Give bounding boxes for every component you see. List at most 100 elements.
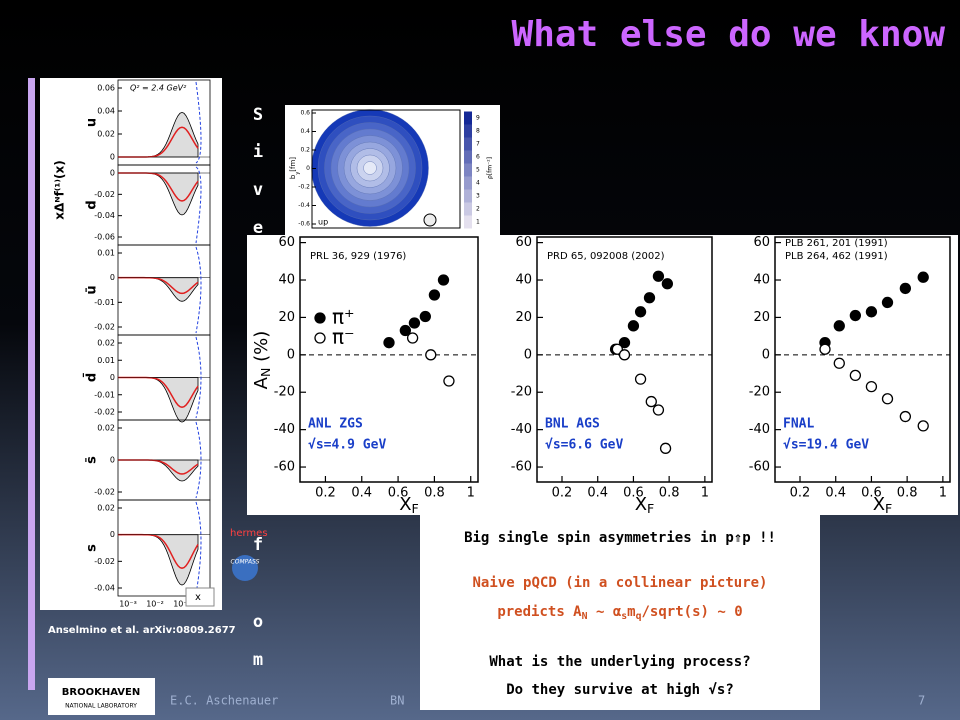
data-point <box>425 349 437 361</box>
x-label-box <box>185 587 215 607</box>
tick-label: 0.02 <box>97 339 115 348</box>
panel-label: d <box>85 200 100 209</box>
y-tick-label: 20 <box>515 310 532 325</box>
x-tick-label: 0.4 <box>587 486 608 501</box>
plot-frame <box>536 236 713 483</box>
colorbar-cell <box>464 215 472 229</box>
tick-label: 0 <box>110 373 115 382</box>
data-point <box>406 332 419 344</box>
logo-text: NATIONAL LABORATORY <box>65 703 137 710</box>
x-tick-label: 1 <box>467 486 475 501</box>
y-tick-label: -40 <box>274 422 295 437</box>
data-point <box>833 320 845 332</box>
tick-label: 0.6 <box>300 110 310 117</box>
caption: Anselmino et al. arXiv:0809.2677 <box>48 625 236 636</box>
tick-label: 0.02 <box>97 504 115 513</box>
positivity-bound <box>195 421 202 499</box>
y-tick-label: -40 <box>511 422 532 437</box>
data-point <box>618 337 631 349</box>
box-line: predicts AN ~ αsmq/sqrt(s) ~ 0 <box>497 604 742 622</box>
positivity-bound <box>195 246 202 334</box>
text-part: X <box>399 494 411 515</box>
legend-marker <box>314 332 326 344</box>
text-part: m <box>627 604 635 620</box>
data-point <box>408 317 421 329</box>
box-line: Big single spin asymmetries in p⇑p !! <box>464 530 776 546</box>
sivers-letter: S <box>253 105 263 125</box>
tick-label: 9 <box>476 115 480 122</box>
tick-label: -0.04 <box>94 584 115 593</box>
x-tick-label: 0.4 <box>825 486 846 501</box>
panel-frame <box>117 499 211 597</box>
x-tick-label: 0.8 <box>897 486 918 501</box>
panel-label: u <box>85 118 100 127</box>
tick-label: 5 <box>476 167 480 174</box>
tick-label: 0.2 <box>300 147 310 154</box>
legend-label: π⁻ <box>332 325 355 349</box>
y-tick-label: 0 <box>524 347 532 362</box>
data-point <box>643 292 656 304</box>
text-box <box>420 515 820 710</box>
tick-label: -0.02 <box>94 488 115 497</box>
sivers-letter: f <box>253 535 263 555</box>
y-tick-label: -60 <box>274 460 295 475</box>
tick-label: -0.2 <box>298 184 310 191</box>
data-point <box>899 282 912 295</box>
axis-label: Q² = 2.4 GeV² <box>130 84 187 93</box>
subscript: s <box>621 611 627 622</box>
subscript: q <box>636 611 642 622</box>
y-tick-label: 40 <box>278 273 295 288</box>
y-tick-label: -60 <box>511 460 532 475</box>
reference: PRL 36, 929 (1976) <box>310 251 406 262</box>
data-point <box>661 278 674 290</box>
data-point <box>833 357 845 369</box>
experiment: BNL AGS <box>545 417 600 432</box>
data-point <box>634 306 647 318</box>
tick-label: 0 <box>110 456 115 465</box>
reference: PLB 264, 462 (1991) <box>785 251 888 262</box>
tick-label: 0 <box>110 169 115 178</box>
data-point <box>899 410 912 423</box>
text-part: ~ α <box>588 604 622 620</box>
colorbar-cell <box>464 150 472 164</box>
data-point <box>881 393 894 405</box>
x-tick-label: 0.6 <box>623 486 644 501</box>
accent-bar <box>28 78 35 690</box>
colorbar-cell <box>464 163 472 177</box>
data-point <box>865 306 878 318</box>
tick-label: 1 <box>476 219 480 226</box>
asymmetry-figure <box>247 235 958 515</box>
tick-label: 0.02 <box>97 130 115 139</box>
tick-label: -0.02 <box>94 190 115 199</box>
y-tick-label: 60 <box>278 235 295 250</box>
data-point <box>819 343 831 355</box>
y-tick-label: 20 <box>753 310 770 325</box>
panel-label: s̄ <box>85 456 100 464</box>
footer-text: BN <box>390 694 404 708</box>
y-tick-label: 60 <box>515 235 532 250</box>
sivers-letter: m <box>253 650 263 670</box>
logo-text: COMPASS <box>231 559 260 566</box>
subscript: F <box>885 501 892 516</box>
sivers-letter: i <box>253 142 263 162</box>
energy: √s=4.9 GeV <box>308 438 386 453</box>
legend-label: π⁺ <box>332 305 355 329</box>
experiment: ANL ZGS <box>308 417 363 432</box>
y-tick-label: 20 <box>278 310 295 325</box>
data-point <box>917 271 929 283</box>
energy: √s=6.6 GeV <box>545 438 623 453</box>
colorbar-cell <box>464 137 472 151</box>
x-tick-label: 0.2 <box>552 486 573 501</box>
data-point <box>849 369 862 382</box>
slide-title: What else do we know <box>512 14 946 55</box>
x-tick-label: 0.4 <box>351 486 372 501</box>
colorbar-cell <box>464 176 472 190</box>
tick-label: 0 <box>306 165 310 172</box>
data-point <box>917 420 929 432</box>
tick-label: 10⁻¹ <box>173 600 191 609</box>
x-tick-label: 0.2 <box>315 486 336 501</box>
reference: PLB 261, 201 (1991) <box>785 238 888 249</box>
data-point <box>618 349 631 361</box>
sivers-letter: e <box>253 218 263 238</box>
positivity-bound <box>195 166 202 244</box>
